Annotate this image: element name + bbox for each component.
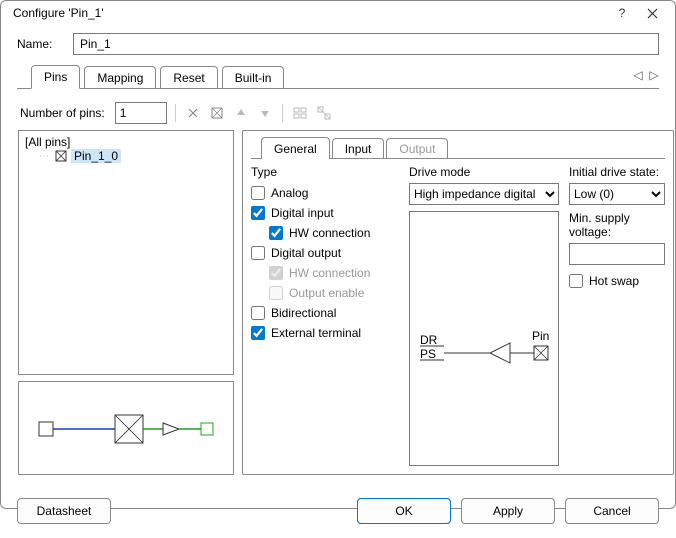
tab-builtin[interactable]: Built-in	[222, 66, 285, 88]
window-title: Configure 'Pin_1'	[13, 6, 607, 20]
subtab-output: Output	[386, 138, 448, 158]
di-hw-checkbox[interactable]: HW connection	[269, 223, 399, 243]
type-header: Type	[251, 165, 399, 179]
do-hw-checkbox: HW connection	[269, 263, 399, 283]
tab-pins[interactable]: Pins	[31, 65, 80, 89]
drive-mode-select[interactable]: High impedance digital	[409, 183, 559, 205]
name-input[interactable]	[73, 33, 659, 55]
analog-checkbox[interactable]: Analog	[251, 183, 399, 203]
group-icon[interactable]	[291, 104, 309, 122]
delete-pin-icon[interactable]	[184, 104, 202, 122]
do-oe-checkbox: Output enable	[269, 283, 399, 303]
drive-header: Drive mode	[409, 165, 559, 179]
cancel-button[interactable]: Cancel	[565, 498, 659, 524]
dr-label: DR	[420, 333, 438, 347]
digital-output-checkbox[interactable]: Digital output	[251, 243, 399, 263]
rename-pin-icon[interactable]	[208, 104, 226, 122]
initstate-header: Initial drive state:	[569, 165, 665, 179]
close-button[interactable]	[637, 1, 667, 25]
numpins-input[interactable]	[115, 102, 167, 124]
minv-label: Min. supply voltage:	[569, 211, 665, 239]
initstate-select[interactable]: Low (0)	[569, 183, 665, 205]
tree-connector: ⋯	[39, 151, 49, 162]
ungroup-icon[interactable]	[315, 104, 333, 122]
tab-prev-icon[interactable]: ◁	[633, 67, 643, 83]
name-label: Name:	[17, 37, 61, 51]
tree-node[interactable]: ⋯ Pin_1_0	[39, 149, 227, 163]
pin-icon	[55, 150, 67, 162]
pin-label: Pin	[532, 329, 549, 343]
ext-terminal-checkbox[interactable]: External terminal	[251, 323, 399, 343]
tab-next-icon[interactable]: ▷	[649, 67, 659, 83]
tab-reset[interactable]: Reset	[160, 66, 217, 88]
apply-button[interactable]: Apply	[461, 498, 555, 524]
subtab-input[interactable]: Input	[332, 138, 385, 158]
subtab-general[interactable]: General	[261, 137, 330, 159]
main-tabbar: Pins Mapping Reset Built-in ◁ ▷	[17, 65, 659, 89]
toolbar-sep	[175, 104, 176, 122]
move-down-icon[interactable]	[256, 104, 274, 122]
minv-input[interactable]	[569, 243, 665, 265]
ok-button[interactable]: OK	[357, 498, 451, 524]
drive-schematic: DR PS Pin	[409, 211, 559, 466]
move-up-icon[interactable]	[232, 104, 250, 122]
tree-root[interactable]: [All pins]	[25, 135, 227, 149]
hotswap-checkbox[interactable]: Hot swap	[569, 271, 665, 291]
sub-tabbar: General Input Output	[251, 137, 665, 159]
toolbar-sep2	[282, 104, 283, 122]
ps-label: PS	[420, 347, 436, 361]
datasheet-button[interactable]: Datasheet	[17, 498, 111, 524]
tree-node-label: Pin_1_0	[71, 149, 121, 163]
digital-input-checkbox[interactable]: Digital input	[251, 203, 399, 223]
numpins-label: Number of pins:	[20, 106, 105, 120]
pin-tree[interactable]: [All pins] ⋯ Pin_1_0	[18, 130, 234, 375]
help-button[interactable]: ?	[607, 1, 637, 25]
bidir-checkbox[interactable]: Bidirectional	[251, 303, 399, 323]
title-bar: Configure 'Pin_1' ?	[1, 1, 675, 25]
pin-preview	[18, 381, 234, 475]
tab-mapping[interactable]: Mapping	[84, 66, 156, 88]
